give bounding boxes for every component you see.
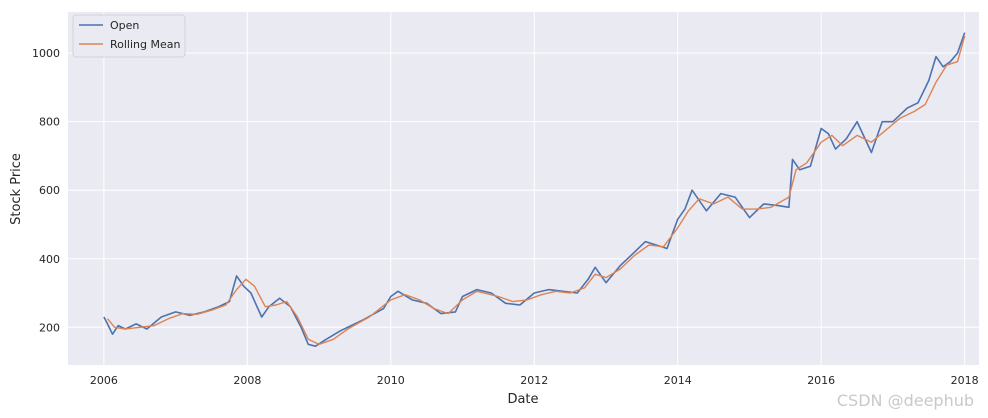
y-tick-label: 800 <box>39 116 60 129</box>
x-tick-label: 2006 <box>90 374 118 387</box>
y-tick-label: 200 <box>39 321 60 334</box>
x-tick-label: 2010 <box>377 374 405 387</box>
x-tick-label: 2014 <box>664 374 692 387</box>
grid-lines <box>68 12 979 365</box>
x-tick-label: 2018 <box>951 374 979 387</box>
x-tick-label: 2008 <box>233 374 261 387</box>
y-axis-label: Stock Price <box>9 153 24 225</box>
y-tick-label: 1000 <box>32 47 60 60</box>
watermark-text: CSDN @deephub <box>836 391 974 410</box>
series-rolling-mean-line <box>106 35 966 346</box>
legend-rolling-label: Rolling Mean <box>110 38 180 51</box>
x-tick-label: 2012 <box>520 374 548 387</box>
x-tick-label: 2016 <box>807 374 835 387</box>
y-tick-label: 400 <box>39 253 60 266</box>
y-tick-label: 600 <box>39 184 60 197</box>
legend: Open Rolling Mean <box>72 14 186 58</box>
legend-open-label: Open <box>110 19 139 32</box>
series-layer <box>103 32 966 348</box>
tick-labels: 2006 2008 2010 2012 2014 2016 2018 200 400 600 800… <box>32 47 979 387</box>
series-open-line <box>103 32 966 348</box>
x-axis-label: Date <box>507 392 538 407</box>
